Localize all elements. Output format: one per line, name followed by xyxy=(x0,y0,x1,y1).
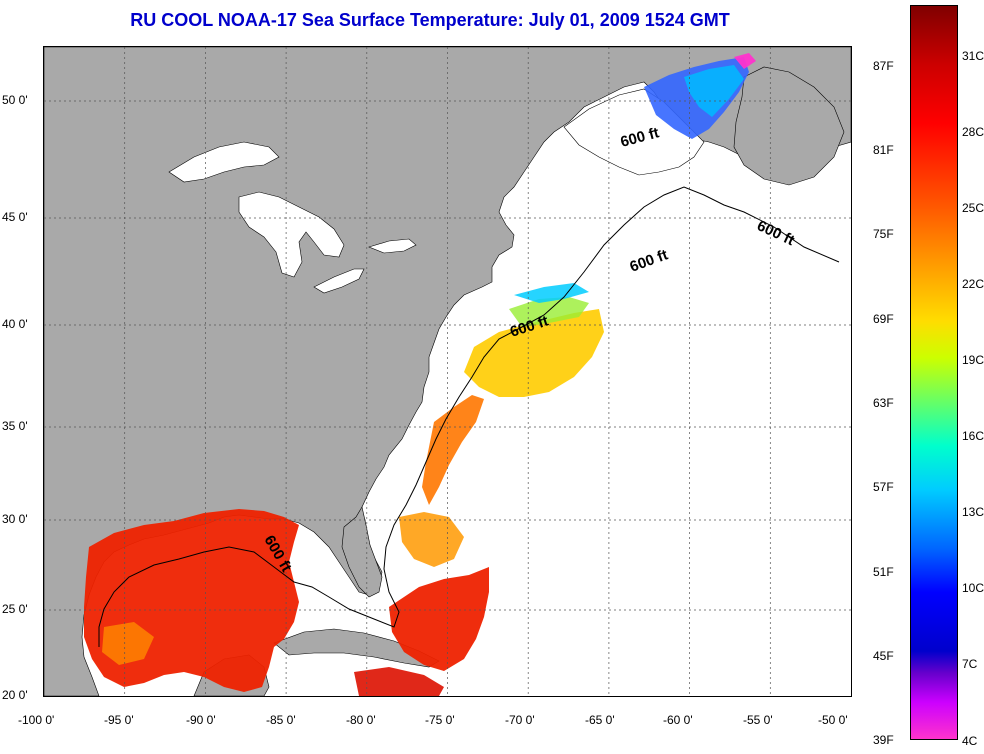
lon-label-70: -70 0' xyxy=(505,713,535,727)
land-florida xyxy=(341,506,383,598)
lon-label-80: -80 0' xyxy=(346,713,376,727)
lon-label-50: -50 0' xyxy=(818,713,848,727)
lake-superior xyxy=(168,141,280,183)
sst-carolina-orange xyxy=(422,395,484,505)
cbar-f-75: 75F xyxy=(873,227,894,241)
lon-label-75: -75 0' xyxy=(425,713,455,727)
cbar-f-57: 57F xyxy=(873,480,894,494)
lon-label-90: -90 0' xyxy=(186,713,216,727)
cbar-c-7: 7C xyxy=(962,657,978,671)
sst-gulf-patch-orange xyxy=(102,622,154,665)
lon-label-65: -65 0' xyxy=(585,713,615,727)
map-canvas: 600 ft 600 ft 600 ft 600 ft 600 ft xyxy=(44,47,851,696)
sst-st-lawrence-cyan xyxy=(684,65,744,117)
lake-erie xyxy=(313,268,365,294)
map-frame[interactable]: 600 ft 600 ft 600 ft 600 ft 600 ft xyxy=(43,46,852,697)
land-newfoundland xyxy=(733,66,845,186)
cbar-f-51: 51F xyxy=(873,565,894,579)
cbar-c-4: 4C xyxy=(962,734,978,748)
cbar-c-13: 13C xyxy=(962,505,984,519)
cbar-f-45: 45F xyxy=(873,649,894,663)
lon-label-100: -100 0' xyxy=(18,713,55,727)
sst-labrador-magenta xyxy=(734,53,756,69)
map-title: RU COOL NOAA-17 Sea Surface Temperature:… xyxy=(130,10,730,30)
lat-label-35: 35 0' xyxy=(2,419,28,433)
cbar-c-31: 31C xyxy=(962,49,984,63)
lat-label-40: 40 0' xyxy=(2,317,28,331)
sst-atlantic-green xyxy=(509,297,589,327)
depth-label-grand-banks: 600 ft xyxy=(754,217,797,249)
lat-label-25: 25 0' xyxy=(2,602,28,616)
cbar-f-39: 39F xyxy=(873,733,894,747)
depth-contour-600ft xyxy=(98,186,840,647)
cbar-f-69: 69F xyxy=(873,312,894,326)
lon-label-95: -95 0' xyxy=(104,713,134,727)
lake-ontario xyxy=(368,238,417,254)
lon-label-55: -55 0' xyxy=(743,713,773,727)
cbar-c-19: 19C xyxy=(962,353,984,367)
lat-label-20: 20 0' xyxy=(2,688,28,702)
cbar-c-16: 16C xyxy=(962,429,984,443)
cbar-c-25: 25C xyxy=(962,201,984,215)
lat-label-30: 30 0' xyxy=(2,512,28,526)
temperature-colorbar xyxy=(910,5,958,740)
lon-label-60: -60 0' xyxy=(663,713,693,727)
lat-lon-grid xyxy=(44,47,851,696)
lon-label-85: -85 0' xyxy=(266,713,296,727)
sst-bahamas xyxy=(389,567,489,671)
sst-caribbean-south xyxy=(354,667,444,696)
cbar-c-10: 10C xyxy=(962,581,984,595)
cbar-c-28: 28C xyxy=(962,125,984,139)
sst-atlantic-yellow xyxy=(464,309,604,397)
lat-label-50: 50 0' xyxy=(2,93,28,107)
cbar-f-81: 81F xyxy=(873,143,894,157)
cbar-f-87: 87F xyxy=(873,59,894,73)
cbar-f-63: 63F xyxy=(873,396,894,410)
depth-label-nova-scotia: 600 ft xyxy=(628,246,671,275)
lake-michigan-huron xyxy=(238,191,345,278)
cbar-c-22: 22C xyxy=(962,277,984,291)
sst-atlantic-cyan xyxy=(514,283,589,303)
lat-label-45: 45 0' xyxy=(2,210,28,224)
